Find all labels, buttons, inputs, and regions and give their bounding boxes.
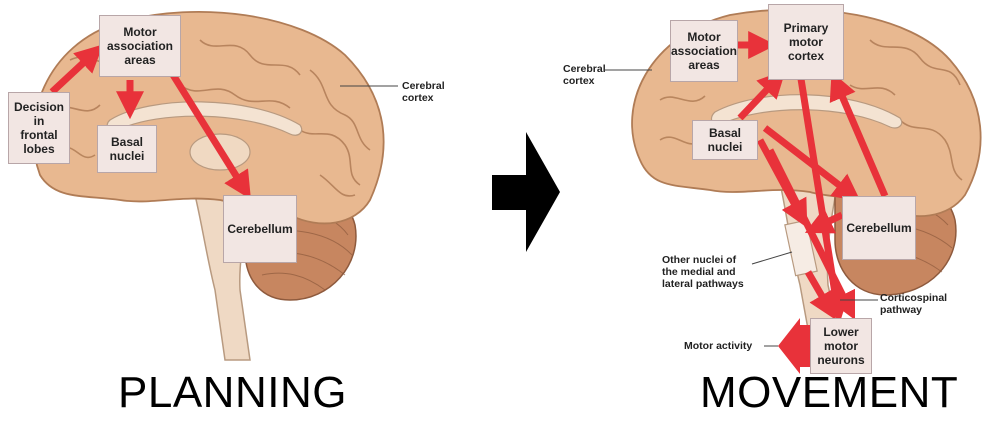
left-arrows — [49, 44, 251, 200]
arrow-other-nuclei-to-lower — [804, 270, 836, 320]
left-label-cerebral-cortex: Cerebral cortex — [402, 80, 445, 104]
right-box-motor-association: Motor association areas — [670, 20, 738, 82]
arrow-cerebellum-to-other-nuclei — [804, 208, 844, 234]
right-label-corticospinal: Corticospinal pathway — [880, 292, 948, 316]
right-arrows — [737, 31, 889, 324]
right-box-cerebellum: Cerebellum — [842, 196, 916, 260]
arrow-decision-to-motor-association — [49, 44, 104, 95]
other-nuclei-leader — [751, 251, 793, 265]
left-box-motor-association: Motor association areas — [99, 15, 181, 77]
left-box-cerebellum: Cerebellum — [223, 195, 297, 263]
center-transition-arrow — [492, 132, 560, 252]
left-caption: PLANNING — [118, 368, 347, 417]
arrow-basal-to-primary — [737, 69, 786, 121]
left-box-basal-nuclei: Basal nuclei — [97, 125, 157, 173]
right-box-primary-motor-cortex: Primary motor cortex — [768, 4, 844, 80]
left-box-decision: Decision in frontal lobes — [8, 92, 70, 164]
arrow-basal-to-lower — [766, 148, 856, 321]
right-box-lower-motor-neurons: Lower motor neurons — [810, 318, 872, 374]
right-box-basal-nuclei: Basal nuclei — [692, 120, 758, 160]
right-caption: MOVEMENT — [700, 368, 959, 417]
right-label-cerebral-cortex: Cerebral cortex — [563, 63, 606, 87]
arrow-basal-to-cerebellum — [762, 125, 861, 202]
right-label-motor-activity: Motor activity — [684, 340, 753, 352]
arrow-cerebellum-to-primary — [829, 71, 889, 198]
left-cerebrum — [32, 10, 385, 225]
arrow-motor-association-to-cerebellum — [167, 68, 251, 200]
right-label-other-nuclei: Other nuclei of the medial and lateral p… — [662, 254, 744, 290]
